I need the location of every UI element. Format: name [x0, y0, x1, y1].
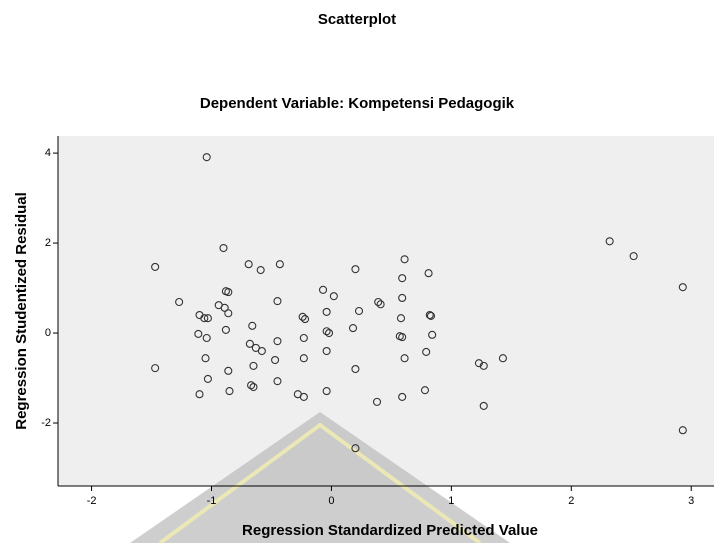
y-tick-label: 4: [45, 147, 51, 159]
x-axis-label: Regression Standardized Predicted Value: [242, 522, 538, 539]
y-tick-label: 0: [45, 327, 51, 339]
chart-title: Scatterplot: [318, 11, 396, 28]
plot-area: [58, 136, 714, 486]
chart: Scatterplot Dependent Variable: Kompeten…: [0, 0, 714, 543]
y-axis-label: Regression Studentized Residual: [13, 192, 30, 430]
y-tick-label: -2: [41, 417, 51, 429]
y-tick-label: 2: [45, 237, 51, 249]
chart-subtitle: Dependent Variable: Kompetensi Pedagogik: [200, 95, 515, 112]
x-tick-label: 3: [688, 495, 694, 507]
x-tick-label: -1: [207, 495, 217, 507]
x-tick-label: 0: [328, 495, 334, 507]
x-tick-label: 2: [568, 495, 574, 507]
x-tick-label: 1: [448, 495, 454, 507]
x-tick-label: -2: [87, 495, 97, 507]
